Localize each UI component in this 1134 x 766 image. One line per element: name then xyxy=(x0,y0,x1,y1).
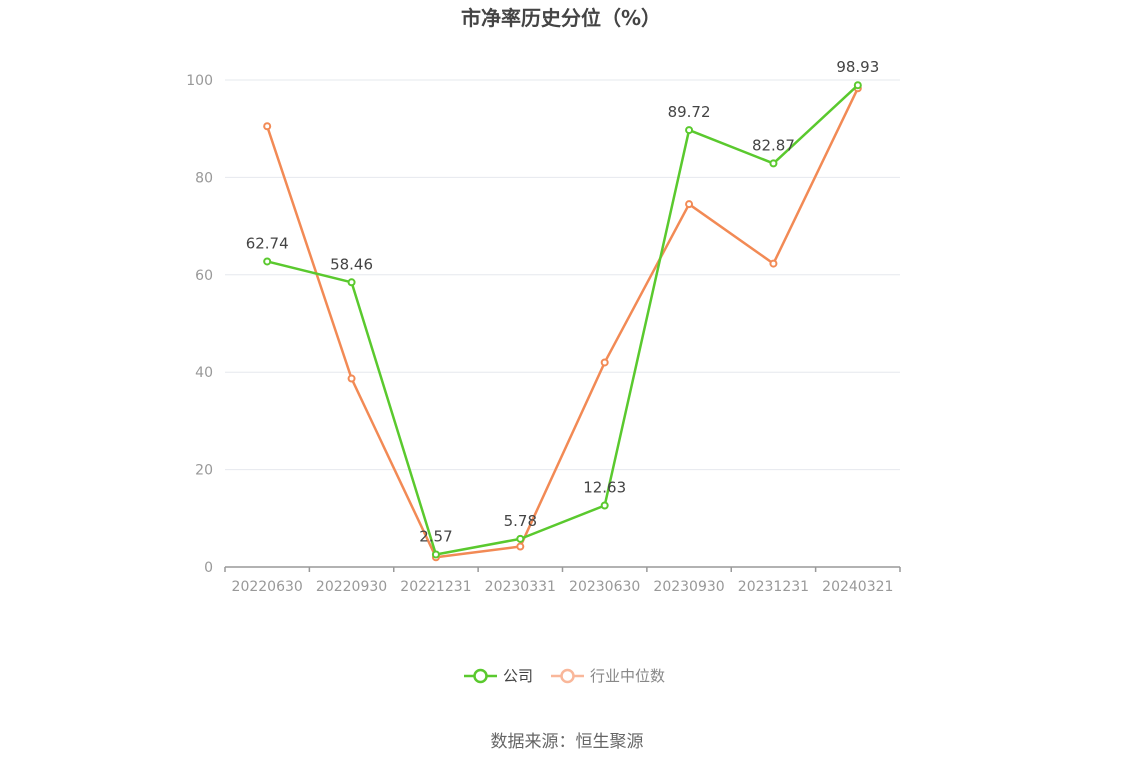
legend-marker xyxy=(473,668,488,684)
x-tick-label: 20230930 xyxy=(653,579,724,595)
x-tick-label: 20220630 xyxy=(232,579,303,595)
data-point[interactable] xyxy=(347,278,356,287)
x-axis-ticks: 20220630 20220930 20221231 20230331 20230630… xyxy=(232,579,894,595)
legend-item-company[interactable]: 公司 xyxy=(464,667,533,685)
series-line xyxy=(266,87,859,559)
x-tick-label: 20231231 xyxy=(738,579,809,595)
data-point[interactable] xyxy=(347,374,356,383)
data-label: 89.72 xyxy=(668,103,711,121)
source-note: 数据来源：恒生聚源 xyxy=(491,732,644,752)
x-tick-label: 20220930 xyxy=(316,579,387,595)
legend-item-industry-median[interactable]: 行业中位数 xyxy=(551,667,665,685)
data-point[interactable] xyxy=(769,259,778,268)
data-point[interactable] xyxy=(516,534,525,543)
data-label: 12.63 xyxy=(583,478,626,496)
data-label: 58.46 xyxy=(330,255,373,273)
legend[interactable]: 公司 行业中位数 xyxy=(464,667,665,685)
y-tick-label: 60 xyxy=(195,268,213,284)
x-tick-label: 20240321 xyxy=(822,579,893,595)
series-0 xyxy=(263,81,862,559)
grid xyxy=(225,79,900,471)
chart-title: 市净率历史分位（%） xyxy=(461,6,661,30)
legend-label-company: 公司 xyxy=(503,667,533,685)
y-axis-ticks: 0 20 40 60 80 100 xyxy=(186,73,213,576)
data-point[interactable] xyxy=(685,126,694,135)
y-tick-label: 20 xyxy=(195,463,213,479)
data-label: 98.93 xyxy=(836,58,879,76)
data-point[interactable] xyxy=(263,257,272,266)
x-axis xyxy=(224,566,901,572)
y-tick-label: 80 xyxy=(195,170,213,186)
y-tick-label: 100 xyxy=(186,73,213,89)
data-point[interactable] xyxy=(516,542,525,551)
x-tick-label: 20230331 xyxy=(485,579,556,595)
x-tick-label: 20230630 xyxy=(569,579,640,595)
data-labels: 62.74 58.46 2.57 5.78 12.63 89.72 82.87 98.93 xyxy=(246,58,880,545)
data-point[interactable] xyxy=(263,122,272,131)
data-label: 82.87 xyxy=(752,136,795,154)
data-label: 62.74 xyxy=(246,234,289,252)
y-tick-label: 40 xyxy=(195,365,213,381)
legend-label-industry-median: 行业中位数 xyxy=(590,667,665,685)
series xyxy=(263,81,862,562)
y-tick-label: 0 xyxy=(204,560,213,576)
data-point[interactable] xyxy=(600,501,609,510)
data-point[interactable] xyxy=(769,159,778,168)
legend-marker xyxy=(560,668,575,684)
data-point[interactable] xyxy=(853,81,862,90)
data-point[interactable] xyxy=(600,358,609,367)
series-1 xyxy=(263,84,862,562)
series-line xyxy=(266,84,859,556)
x-tick-label: 20221231 xyxy=(400,579,471,595)
data-point[interactable] xyxy=(431,550,440,559)
data-point[interactable] xyxy=(685,200,694,209)
data-label: 5.78 xyxy=(504,512,537,530)
data-label: 2.57 xyxy=(419,527,452,545)
